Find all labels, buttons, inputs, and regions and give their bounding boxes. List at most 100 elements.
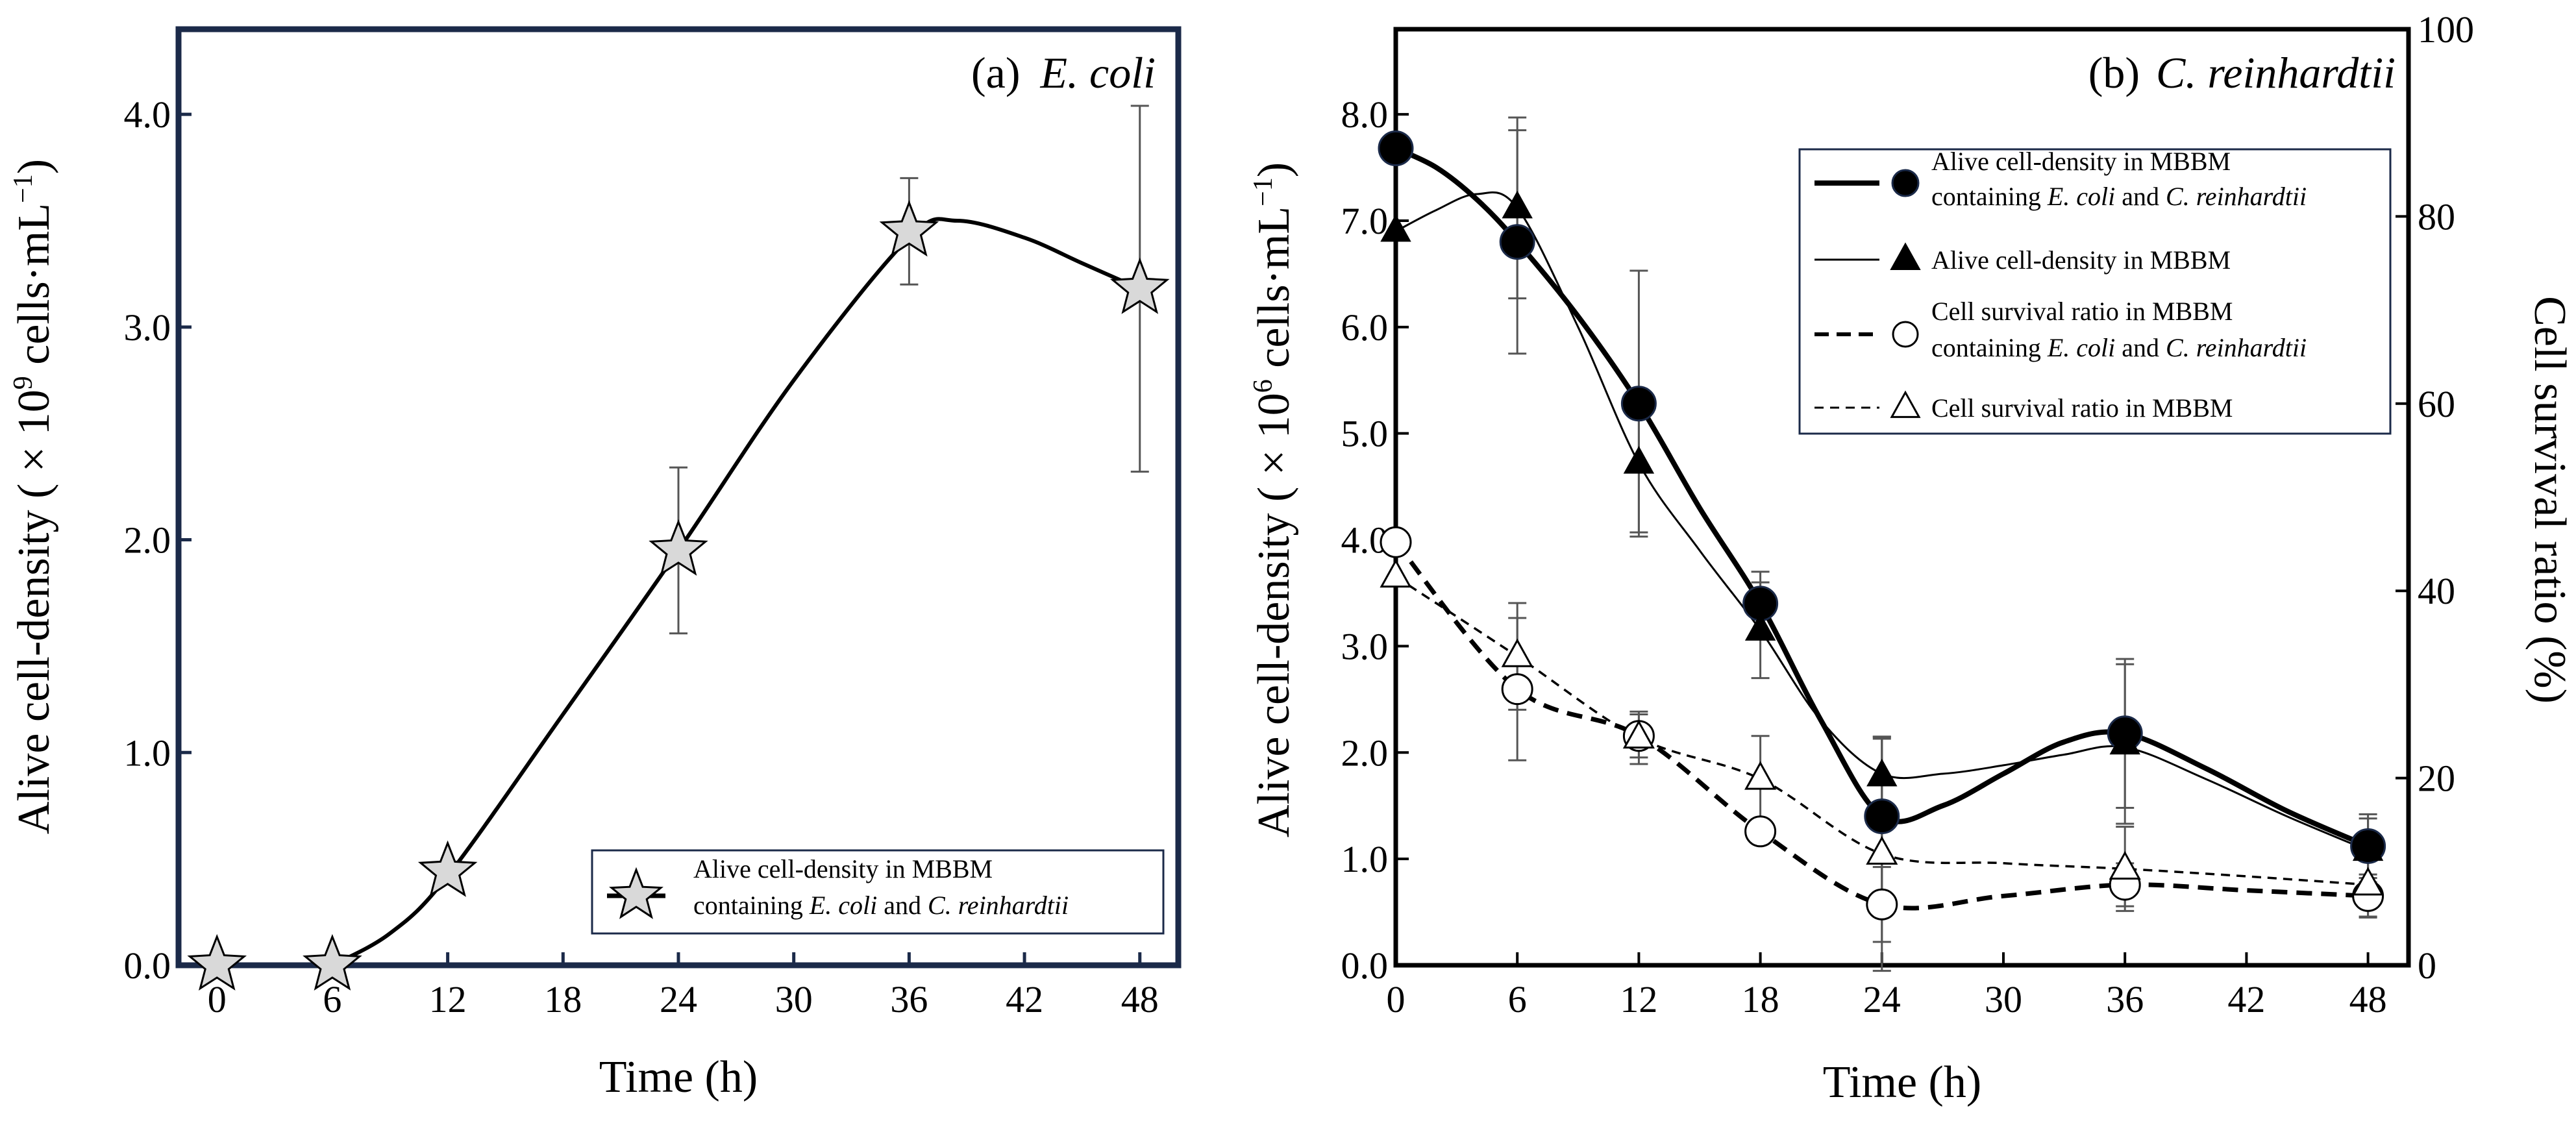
panel-b-ylabel-close: ) [1249, 162, 1299, 177]
panel-b-legend-3-line1: Cell survival ratio in MBBM [1931, 297, 2233, 326]
filled-triangle-marker [1502, 190, 1533, 219]
panel-b-ylabel-unit-exp: −1 [1248, 177, 1278, 206]
legend-text: containing [693, 891, 810, 920]
panel-a-ylabel-unit: cells·mL [9, 203, 59, 376]
panel-b-creinhardtii: (b) C. reinhardtii 0 6 12 18 24 30 36 42 48 0.0 1… [1248, 8, 2575, 1107]
panel-b-legend-4-line1: Cell survival ratio in MBBM [1931, 393, 2233, 423]
y-right-tick-label: 0 [2418, 944, 2436, 987]
panel-b-markers [1378, 130, 2386, 920]
legend-text: containing [1931, 182, 2048, 211]
panel-a-legend: Alive cell-density in MBBM containing E.… [591, 849, 1165, 935]
panel-a-x-axis-label: Time (h) [599, 1052, 758, 1102]
panel-b-y-right-axis-label: Cell survival ratio (%) [2525, 296, 2575, 704]
panel-a-x-ticks: 0 6 12 18 24 30 36 42 48 [208, 952, 1159, 1020]
open-triangle-marker [1501, 638, 1533, 667]
legend-text-italic: E. coli [2047, 182, 2115, 211]
legend-text-italic: E. coli [2047, 333, 2115, 362]
y-tick-label: 1.0 [124, 732, 171, 774]
y-tick-label: 3.0 [124, 306, 171, 349]
legend-text-italic: C. reinhardtii [2166, 333, 2307, 362]
series-line-4 [1395, 576, 2368, 886]
y-tick-label: 7.0 [1341, 200, 1389, 242]
star-icon [609, 867, 663, 919]
panel-b-label: (b) [2088, 48, 2140, 97]
filled-triangle-marker [1744, 613, 1776, 641]
x-tick-label: 12 [429, 978, 467, 1020]
filled-circle-icon [1891, 169, 1920, 197]
y-tick-label: 6.0 [1341, 306, 1389, 349]
y-tick-label: 2.0 [124, 519, 171, 562]
x-tick-label: 24 [660, 978, 697, 1020]
open-triangle-icon [1890, 390, 1921, 418]
open-circle-marker [1501, 673, 1533, 706]
filled-circle-marker [1864, 798, 1900, 835]
panel-b-ylabel-exp: 6 [1248, 379, 1278, 393]
panel-a-y-axis-label: Alive cell-density ( × 109 cells·mL−1) [8, 159, 59, 834]
filled-triangle-marker [1866, 758, 1898, 787]
legend-text-italic: E. coli [809, 891, 877, 920]
x-tick-label: 42 [2227, 978, 2265, 1020]
filled-triangle-marker [1380, 214, 1411, 242]
panel-b-frame [1393, 27, 2411, 968]
x-tick-label: 24 [1863, 978, 1901, 1020]
x-tick-label: 30 [775, 978, 813, 1020]
panel-a-ylabel-text: Alive cell-density ( × 10 [9, 389, 59, 834]
legend-text: containing [1931, 333, 2048, 362]
star-marker [879, 200, 939, 257]
y-tick-label: 5.0 [1341, 413, 1389, 455]
x-tick-label: 30 [1985, 978, 2022, 1020]
series-line-3 [1394, 540, 2368, 911]
y-right-tick-label: 100 [2418, 8, 2474, 51]
y-tick-label: 4.0 [124, 93, 171, 136]
filled-triangle-icon [1890, 242, 1921, 271]
open-circle-marker [1380, 526, 1412, 558]
panel-b-organism: C. reinhardtii [2156, 48, 2396, 97]
panel-b-y-right-ticks: 0 20 40 60 80 100 [2396, 8, 2474, 987]
panel-b-y-axis-label: Alive cell-density ( × 106 cells·mL−1) [1248, 162, 1299, 837]
legend-text-italic: C. reinhardtii [2166, 182, 2307, 211]
panel-a-ylabel-unit-exp: −1 [8, 174, 38, 203]
star-marker [649, 519, 708, 576]
panel-a-y-ticks: 0.0 1.0 2.0 3.0 4.0 [124, 93, 192, 987]
x-tick-label: 48 [2349, 978, 2387, 1020]
panel-b-ylabel-unit: cells·mL [1249, 206, 1299, 379]
panel-b-ylabel-text: Alive cell-density ( × 10 [1249, 393, 1299, 837]
legend-text: and [2115, 333, 2166, 362]
y-tick-label: 8.0 [1341, 93, 1389, 136]
y-tick-label: 3.0 [1341, 625, 1389, 667]
star-marker [1109, 257, 1170, 314]
filled-triangle-marker [2352, 833, 2384, 861]
legend-text: and [2115, 182, 2166, 211]
x-tick-label: 6 [1508, 978, 1527, 1020]
panel-a-legend-box [591, 849, 1165, 935]
panel-b-legend-1-line2: containing E. coli and C. reinhardtii [1931, 182, 2307, 211]
panel-a-title: (a) E. coli [971, 48, 1156, 97]
legend-text: and [877, 891, 928, 920]
x-tick-label: 0 [1387, 978, 1406, 1020]
x-tick-label: 42 [1006, 978, 1043, 1020]
panel-a-label: (a) [971, 48, 1020, 97]
panel-b-legend-box [1798, 148, 2392, 435]
panel-b-x-ticks: 0 6 12 18 24 30 36 42 48 [1387, 952, 2387, 1020]
star-marker [417, 840, 478, 897]
filled-circle-marker [1620, 386, 1657, 422]
y-right-tick-label: 20 [2418, 758, 2455, 800]
open-triangle-marker [1380, 558, 1412, 588]
y-tick-label: 0.0 [1341, 944, 1389, 987]
x-tick-label: 36 [2106, 978, 2144, 1020]
open-circle-marker [1866, 888, 1898, 920]
panel-a-legend-line2: containing E. coli and C. reinhardtii [693, 891, 1069, 920]
y-right-tick-label: 40 [2418, 570, 2455, 612]
open-triangle-marker [1744, 761, 1777, 790]
filled-triangle-marker [1623, 445, 1655, 474]
star-marker [303, 933, 362, 991]
panel-b-legend-1-line1: Alive cell-density in MBBM [1931, 147, 2231, 176]
panel-a-ecoli: (a) E. coli 0 6 12 18 24 30 36 42 48 0.0 1.0 2.0 3.… [8, 26, 1182, 1102]
panel-b-legend-3-line2: containing E. coli and C. reinhardtii [1931, 333, 2307, 362]
y-right-tick-label: 60 [2418, 383, 2455, 425]
panel-a-markers [187, 200, 1170, 991]
filled-circle-marker [1378, 130, 1414, 167]
filled-triangle-marker [2109, 726, 2140, 755]
x-tick-label: 48 [1121, 978, 1159, 1020]
